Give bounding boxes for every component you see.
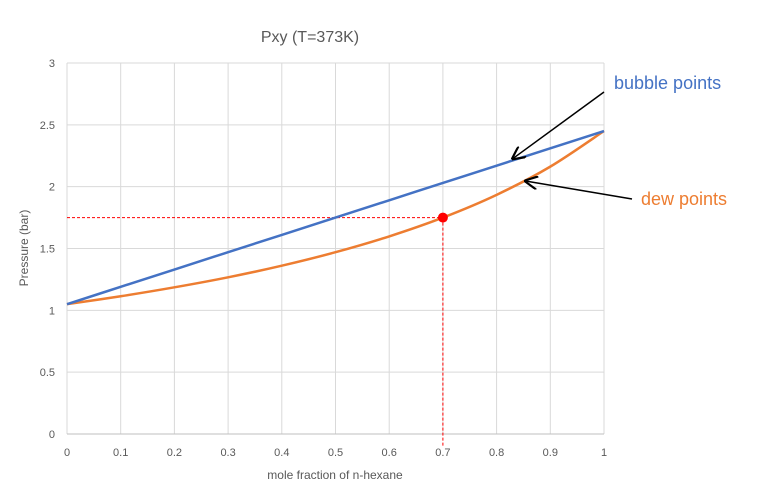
y-tick-label: 0.5: [40, 367, 55, 379]
dew-points-line: [66, 129, 605, 306]
x-tick-label: 1: [601, 447, 607, 459]
y-tick-label: 0: [49, 429, 55, 441]
x-tick-label: 0.6: [382, 447, 397, 459]
y-tick-label: 3: [49, 58, 55, 70]
y-tick-label: 1: [49, 305, 55, 317]
dew-points-arrow: [525, 181, 633, 200]
y-tick-label: 2: [49, 182, 55, 194]
x-tick-label: 0.8: [489, 447, 504, 459]
x-tick-label: 0.1: [113, 447, 128, 459]
dew-points-label: dew points: [641, 189, 727, 209]
chart-title: Pxy (T=373K): [261, 29, 359, 46]
y-axis-label: Pressure (bar): [17, 210, 31, 287]
bubble-points-arrow: [513, 91, 605, 159]
bubble-points-label: bubble points: [614, 73, 721, 93]
dew-point-marker: [437, 212, 448, 223]
y-tick-label: 2.5: [40, 120, 55, 132]
x-tick-label: 0: [64, 447, 70, 459]
x-tick-label: 0.7: [435, 447, 450, 459]
x-tick-label: 0.5: [328, 447, 343, 459]
x-tick-label: 0.4: [274, 447, 289, 459]
y-tick-label: 1.5: [40, 244, 55, 256]
x-tick-label: 0.3: [220, 447, 235, 459]
x-tick-label: 0.9: [543, 447, 558, 459]
x-tick-label: 0.2: [167, 447, 182, 459]
x-axis-label: mole fraction of n-hexane: [267, 468, 403, 482]
